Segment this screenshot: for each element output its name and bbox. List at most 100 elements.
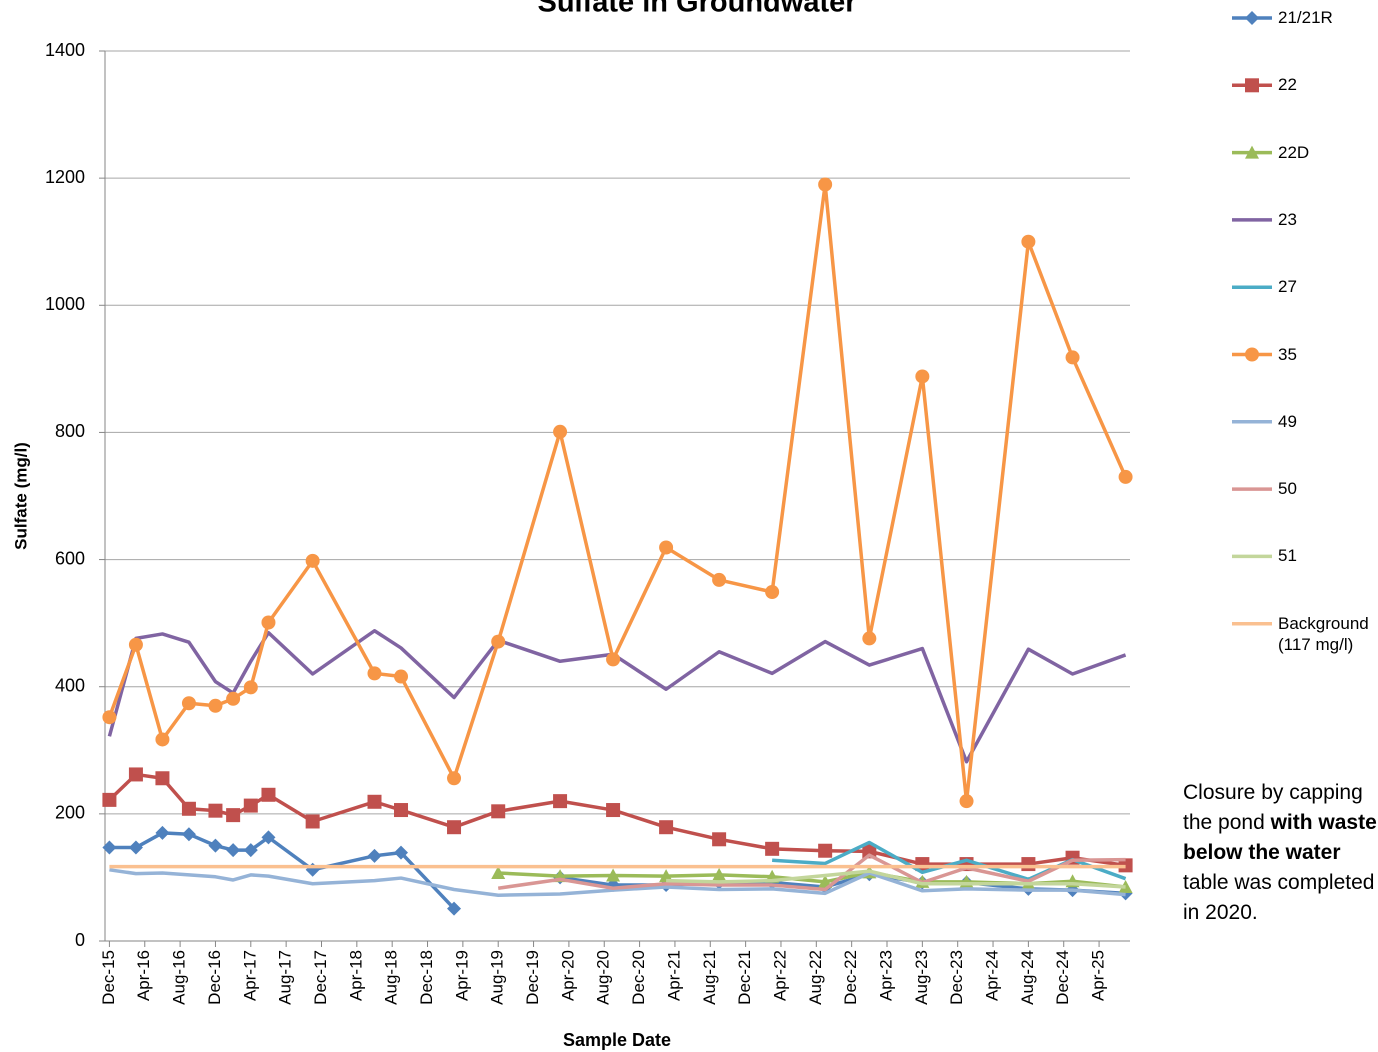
marker [394,845,409,860]
marker [305,553,320,568]
marker [367,666,382,681]
marker [915,369,930,384]
x-tick-label: Apr-24 [983,950,1002,1001]
marker [128,637,143,652]
annotation: Closure by capping the pond with waste b… [1183,778,1378,928]
marker [181,801,196,816]
legend-label: 21/21R [1278,8,1333,27]
legend-label: 23 [1278,209,1297,229]
x-tick-label: Dec-24 [1053,950,1072,1005]
marker [102,840,117,855]
marker [862,844,877,859]
x-tick-label: Apr-18 [346,950,365,1001]
marker [447,820,462,835]
marker [491,634,506,649]
marker [155,825,170,840]
y-tick-label: 600 [55,548,85,568]
x-tick-label: Dec-15 [99,950,118,1005]
x-tick-label: Apr-19 [452,950,471,1001]
y-tick-label: 800 [55,421,85,441]
x-tick-label: Aug-16 [170,950,189,1005]
marker [606,652,621,667]
marker [765,584,780,599]
marker [491,865,506,879]
legend-marker [1245,78,1259,93]
x-tick-label: Aug-22 [806,950,825,1005]
x-tick-label: Apr-23 [876,950,895,1001]
legend-label: 49 [1278,411,1297,431]
marker [659,869,674,883]
x-tick-label: Aug-18 [382,950,401,1005]
x-tick-label: Dec-19 [523,950,542,1005]
marker [261,830,276,845]
marker [1118,469,1133,484]
x-tick-label: Aug-20 [594,950,613,1005]
marker [862,631,877,646]
marker [102,792,117,807]
x-tick-label: Dec-21 [735,950,754,1005]
series-line [497,853,1126,892]
annotation-text: table was completed in 2020. [1183,871,1375,924]
x-tick-label: Apr-20 [558,950,577,1001]
legend-label: 27 [1278,277,1297,297]
marker [659,820,674,835]
legend-label: 51 [1278,546,1297,566]
x-axis-title: Sample Date [563,1030,671,1050]
marker [208,698,223,713]
x-tick-label: Aug-19 [488,950,507,1005]
marker [447,771,462,786]
series-line [107,182,1128,803]
chart-title: Sulfate in Groundwater [537,0,856,19]
marker [606,868,621,882]
x-tick-label: Apr-21 [664,950,683,1001]
legend-label: Background (117 mg/l) [1278,613,1369,654]
marker [243,798,258,813]
legend-label: 22D [1278,142,1310,162]
legend-label: 50 [1278,479,1297,499]
marker [959,794,974,809]
legend-label: 35 [1278,344,1297,364]
marker [226,808,241,823]
marker [394,669,409,684]
marker [305,814,320,829]
marker [1021,234,1036,249]
x-tick-label: Apr-25 [1089,950,1108,1001]
marker [261,787,276,802]
x-tick-label: Dec-17 [311,950,330,1005]
marker [243,843,258,858]
marker [226,691,241,706]
marker [606,803,621,818]
x-tick-label: Apr-16 [134,950,153,1001]
x-tick-label: Apr-22 [770,950,789,1001]
marker [243,680,258,695]
marker [818,843,833,858]
marker [367,848,382,863]
x-tick-label: Dec-16 [205,950,224,1005]
marker [367,794,382,809]
marker [208,838,223,853]
marker [447,901,462,916]
marker [394,803,409,818]
y-tick-label: 200 [55,803,85,823]
marker [261,615,276,630]
marker [208,803,223,818]
annotation-text: Closure by capping the pond [1183,781,1369,834]
y-tick-label: 400 [55,675,85,695]
marker [155,771,170,786]
x-tick-label: Aug-23 [912,950,931,1005]
y-tick-label: 1200 [45,167,85,187]
marker [659,540,674,555]
y-tick-label: 0 [75,930,85,950]
series-line [666,869,1126,889]
marker [818,177,833,192]
marker [553,424,568,439]
series-line [109,868,1126,897]
x-tick-label: Dec-18 [417,950,436,1005]
legend-marker [1245,145,1259,159]
x-tick-label: Aug-24 [1018,950,1037,1005]
marker [1065,350,1080,365]
x-tick-label: Dec-22 [841,950,860,1005]
marker [181,827,196,842]
marker [491,804,506,819]
